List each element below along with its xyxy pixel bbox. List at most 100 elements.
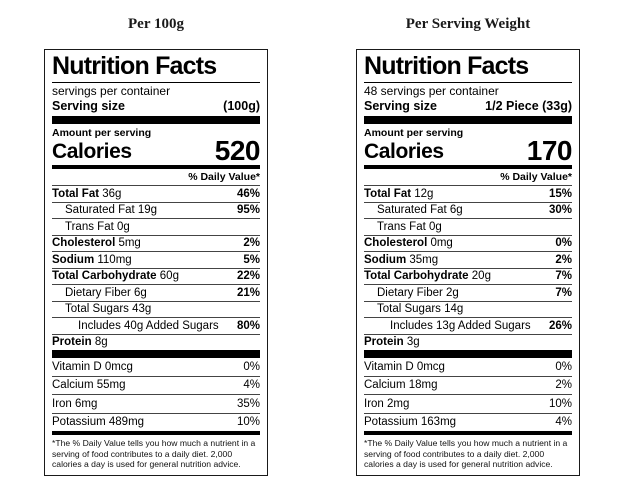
daily-value-percent: 4% <box>243 379 260 391</box>
daily-value-percent: 2% <box>555 253 572 266</box>
daily-value-percent: 4% <box>555 416 572 428</box>
nutrient-name: Trans Fat 0g <box>377 220 442 233</box>
nutrient-row: Trans Fat 0g <box>52 219 260 236</box>
nutrient-row: Sodium 35mg 2% <box>364 252 572 269</box>
daily-value-percent: 22% <box>236 270 260 282</box>
vitamin-name: Iron 2mg <box>364 397 410 410</box>
daily-value-percent: 26% <box>548 319 572 332</box>
nutrient-row: Includes 13g Added Sugars 26% <box>364 318 572 335</box>
nutrient-name: Total Sugars 43g <box>65 303 152 315</box>
label-column-per-serving: Per Serving Weight Nutrition Facts 48 se… <box>356 16 580 476</box>
vitamin-name: Vitamin D 0mcg <box>52 360 133 373</box>
nutrient-name: Sodium 35mg <box>364 253 439 266</box>
daily-value-percent: 95% <box>236 204 260 216</box>
calories-row: Calories 520 <box>52 135 261 166</box>
vitamin-name: Potassium 163mg <box>364 416 457 428</box>
daily-value-percent: 7% <box>555 270 572 282</box>
divider-thick <box>364 116 572 124</box>
serving-size-row: Serving size (100g) <box>52 98 260 116</box>
nutrient-row: Cholesterol 5mg 2% <box>52 236 260 252</box>
nutrient-row: Dietary Fiber 2g 7% <box>364 285 572 302</box>
calories-value: 170 <box>526 135 573 166</box>
daily-value-percent: 15% <box>548 187 572 200</box>
divider-thick <box>52 116 260 124</box>
vitamin-row: Vitamin D 0mcg 0% <box>364 358 572 377</box>
nutrient-name: Trans Fat 0g <box>65 220 130 233</box>
nutrient-row: Sodium 110mg 5% <box>52 252 260 269</box>
daily-value-percent: 0% <box>555 360 572 373</box>
nutrition-facts-label: Nutrition Facts 48 servings per containe… <box>356 49 580 476</box>
divider-medium <box>52 431 260 435</box>
daily-value-percent: 10% <box>236 416 260 428</box>
vitamin-row: Iron 2mg 10% <box>364 395 572 414</box>
divider-medium <box>364 165 572 169</box>
serving-size-label: Serving size <box>364 99 437 113</box>
daily-value-percent: 2% <box>555 379 572 391</box>
column-heading: Per Serving Weight <box>405 16 531 32</box>
nutrient-row: Protein 3g <box>364 335 572 351</box>
nutrient-row: Saturated Fat 19g 95% <box>52 203 260 219</box>
nutrient-name: Total Fat 36g <box>52 187 122 200</box>
calories-value: 520 <box>214 135 261 166</box>
nutrient-name: Total Fat 12g <box>364 187 434 200</box>
divider-medium <box>364 431 572 435</box>
vitamin-row: Potassium 163mg 4% <box>364 414 572 432</box>
vitamin-row: Iron 6mg 35% <box>52 395 260 414</box>
nutrient-row: Total Fat 36g 46% <box>52 186 260 203</box>
nutrient-name: Cholesterol 0mg <box>364 237 453 249</box>
nutrient-name: Protein 8g <box>52 336 108 348</box>
serving-size-value: 1/2 Piece (33g) <box>485 99 572 113</box>
nutrient-name: Dietary Fiber 2g <box>377 286 459 299</box>
nutrient-rows: Total Fat 36g 46% Saturated Fat 19g 95% Tran… <box>52 186 260 350</box>
divider-thick <box>364 350 572 358</box>
daily-value-percent: 7% <box>555 286 572 299</box>
daily-value-percent: 2% <box>243 237 260 249</box>
amount-per-serving-label: Amount per serving <box>52 127 152 139</box>
vitamin-name: Calcium 55mg <box>52 379 126 391</box>
nutrient-row: Includes 40g Added Sugars 80% <box>52 318 260 335</box>
daily-value-percent: 30% <box>548 204 572 216</box>
nutrient-row: Cholesterol 0mg 0% <box>364 236 572 252</box>
nutrient-name: Includes 40g Added Sugars <box>78 319 219 332</box>
vitamin-row: Calcium 55mg 4% <box>52 377 260 395</box>
serving-size-row: Serving size 1/2 Piece (33g) <box>364 98 572 116</box>
label-title: Nutrition Facts <box>52 52 260 83</box>
vitamin-name: Iron 6mg <box>52 397 98 410</box>
daily-value-percent: 0% <box>555 237 572 249</box>
daily-value-percent: 0% <box>243 360 260 373</box>
vitamin-rows: Vitamin D 0mcg 0% Calcium 55mg 4% Iron 6mg 35… <box>52 358 260 431</box>
nutrient-row: Total Carbohydrate 20g 7% <box>364 269 572 285</box>
calories-label: Calories <box>364 140 444 163</box>
servings-per-container: 48 servings per container <box>364 84 499 98</box>
daily-value-percent: 21% <box>236 286 260 299</box>
nutrient-name: Includes 13g Added Sugars <box>390 319 531 332</box>
vitamin-name: Calcium 18mg <box>364 379 438 391</box>
daily-value-percent: 10% <box>548 397 572 410</box>
vitamin-row: Calcium 18mg 2% <box>364 377 572 395</box>
serving-size-value: (100g) <box>223 99 260 113</box>
nutrient-name: Dietary Fiber 6g <box>65 286 147 299</box>
vitamin-row: Vitamin D 0mcg 0% <box>52 358 260 377</box>
divider-medium <box>52 165 260 169</box>
amount-per-serving-label: Amount per serving <box>364 127 464 139</box>
calories-row: Calories 170 <box>364 135 573 166</box>
column-heading: Per 100g <box>128 16 184 32</box>
daily-value-percent: 80% <box>236 319 260 332</box>
nutrient-name: Saturated Fat 6g <box>377 204 463 216</box>
servings-per-container: servings per container <box>52 84 171 98</box>
vitamin-name: Vitamin D 0mcg <box>364 360 445 373</box>
nutrient-name: Total Carbohydrate 60g <box>52 270 179 282</box>
nutrient-name: Sodium 110mg <box>52 253 132 266</box>
nutrient-row: Total Sugars 43g <box>52 302 260 318</box>
nutrient-row: Dietary Fiber 6g 21% <box>52 285 260 302</box>
nutrient-row: Total Fat 12g 15% <box>364 186 572 203</box>
calories-label: Calories <box>52 140 132 163</box>
daily-value-percent: 5% <box>243 253 260 266</box>
nutrient-name: Total Sugars 14g <box>377 303 464 315</box>
footnote: *The % Daily Value tells you how much a … <box>52 438 256 470</box>
vitamin-name: Potassium 489mg <box>52 416 145 428</box>
daily-value-header: % Daily Value* <box>364 169 572 186</box>
nutrient-row: Protein 8g <box>52 335 260 351</box>
nutrient-name: Saturated Fat 19g <box>65 204 158 216</box>
nutrient-name: Total Carbohydrate 20g <box>364 270 491 282</box>
